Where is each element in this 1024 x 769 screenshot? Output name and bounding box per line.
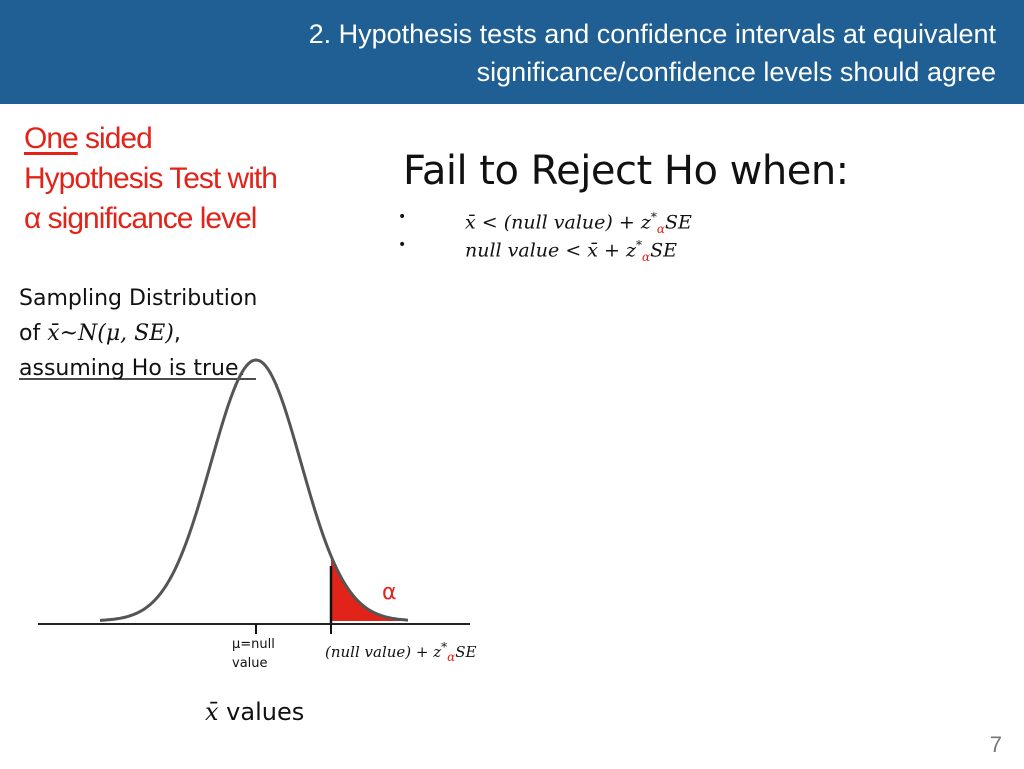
sampling-distribution-formula: x̄~N(μ, SE) <box>47 321 174 346</box>
decision-rule-formula: x̄ < (null value) + z*αSE <box>465 203 692 243</box>
crit-label-sub-alpha: α <box>447 650 456 664</box>
test-type-heading-line2: Hypothesis Test with <box>24 162 278 195</box>
test-type-heading-line1: One sided <box>24 119 277 159</box>
sampling-line1: Sampling Distribution <box>19 286 258 311</box>
critical-value-label: (null value) + z*αSE <box>325 640 477 664</box>
crit-label-prefix: (null value) + z <box>325 643 442 661</box>
formula-sub-alpha: α <box>656 222 665 237</box>
slide-title: 2. Hypothesis tests and confidence inter… <box>156 15 996 91</box>
formula-sup: * <box>636 238 643 252</box>
decision-rule-formula: null value < x̄ + z*αSE <box>465 231 677 271</box>
normal-curve-diagram <box>19 358 470 634</box>
formula-rhs: SE <box>664 211 692 234</box>
sampling-line2-prefix: of <box>19 321 48 346</box>
sampling-line2: of x̄~N(μ, SE), <box>19 316 257 351</box>
normal-curve <box>99 358 409 622</box>
rejection-region <box>331 555 408 621</box>
slide-title-line2: significance/confidence levels should ag… <box>476 57 996 87</box>
page-number: 7 <box>989 732 1002 757</box>
alpha-area-label: α <box>382 580 397 605</box>
test-type-heading-line3: α significance level <box>24 202 257 235</box>
sampling-line3: assuming Ho is true. <box>19 356 246 381</box>
formula-lhs: null value < x̄ + z <box>465 239 637 262</box>
sampling-line2-suffix: , <box>173 321 181 346</box>
formula-sup: * <box>650 210 657 224</box>
decision-rule-heading: Fail to Reject Ho when: <box>403 148 849 194</box>
mu-null-value-label: μ=null value <box>232 635 275 673</box>
one-word: One <box>24 122 79 155</box>
bullet-marker: • <box>398 209 407 225</box>
formula-sub-alpha: α <box>642 250 651 265</box>
sampling-distribution-text: Sampling Distribution of x̄~N(μ, SE), as… <box>19 281 257 386</box>
formula-lhs: x̄ < (null value) + z <box>465 211 651 234</box>
mu-label-line2: value <box>232 656 268 671</box>
header-bar: 2. Hypothesis tests and confidence inter… <box>0 0 1024 104</box>
slide-title-line1: 2. Hypothesis tests and confidence inter… <box>308 19 996 49</box>
crit-label-suffix: SE <box>455 643 477 661</box>
formula-rhs: SE <box>650 239 678 262</box>
x-axis-label: x̄ values <box>205 698 304 726</box>
test-type-heading: One sided Hypothesis Test with α signifi… <box>24 119 278 239</box>
x-axis-label-text: values <box>218 698 305 726</box>
mu-label-line1: μ=null <box>232 637 275 652</box>
crit-label-sup: * <box>441 640 448 654</box>
bullet-marker: • <box>398 237 407 253</box>
sided-word: sided <box>77 122 153 155</box>
x-axis-label-math: x̄ <box>205 698 219 726</box>
